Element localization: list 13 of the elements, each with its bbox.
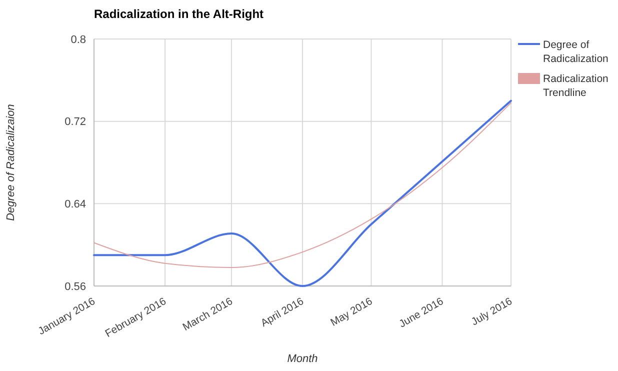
chart-title: Radicalization in the Alt-Right (94, 7, 264, 21)
x-tick-label: July 2016 (469, 295, 514, 328)
y-axis-title: Degree of Radicalizaion (5, 104, 17, 221)
x-tick-label: April 2016 (258, 295, 306, 330)
x-axis-title: Month (287, 353, 318, 365)
y-tick-label: 0.8 (70, 34, 86, 46)
y-tick-label: 0.64 (64, 198, 86, 211)
legend-label: Radicalization Trendline (543, 73, 609, 99)
legend-label: Degree of Radicalization (543, 39, 609, 65)
x-tick-label: June 2016 (397, 295, 446, 330)
y-tick-label: 0.56 (64, 280, 86, 293)
x-tick-label: May 2016 (328, 295, 375, 329)
y-tick-label: 0.72 (64, 116, 86, 128)
